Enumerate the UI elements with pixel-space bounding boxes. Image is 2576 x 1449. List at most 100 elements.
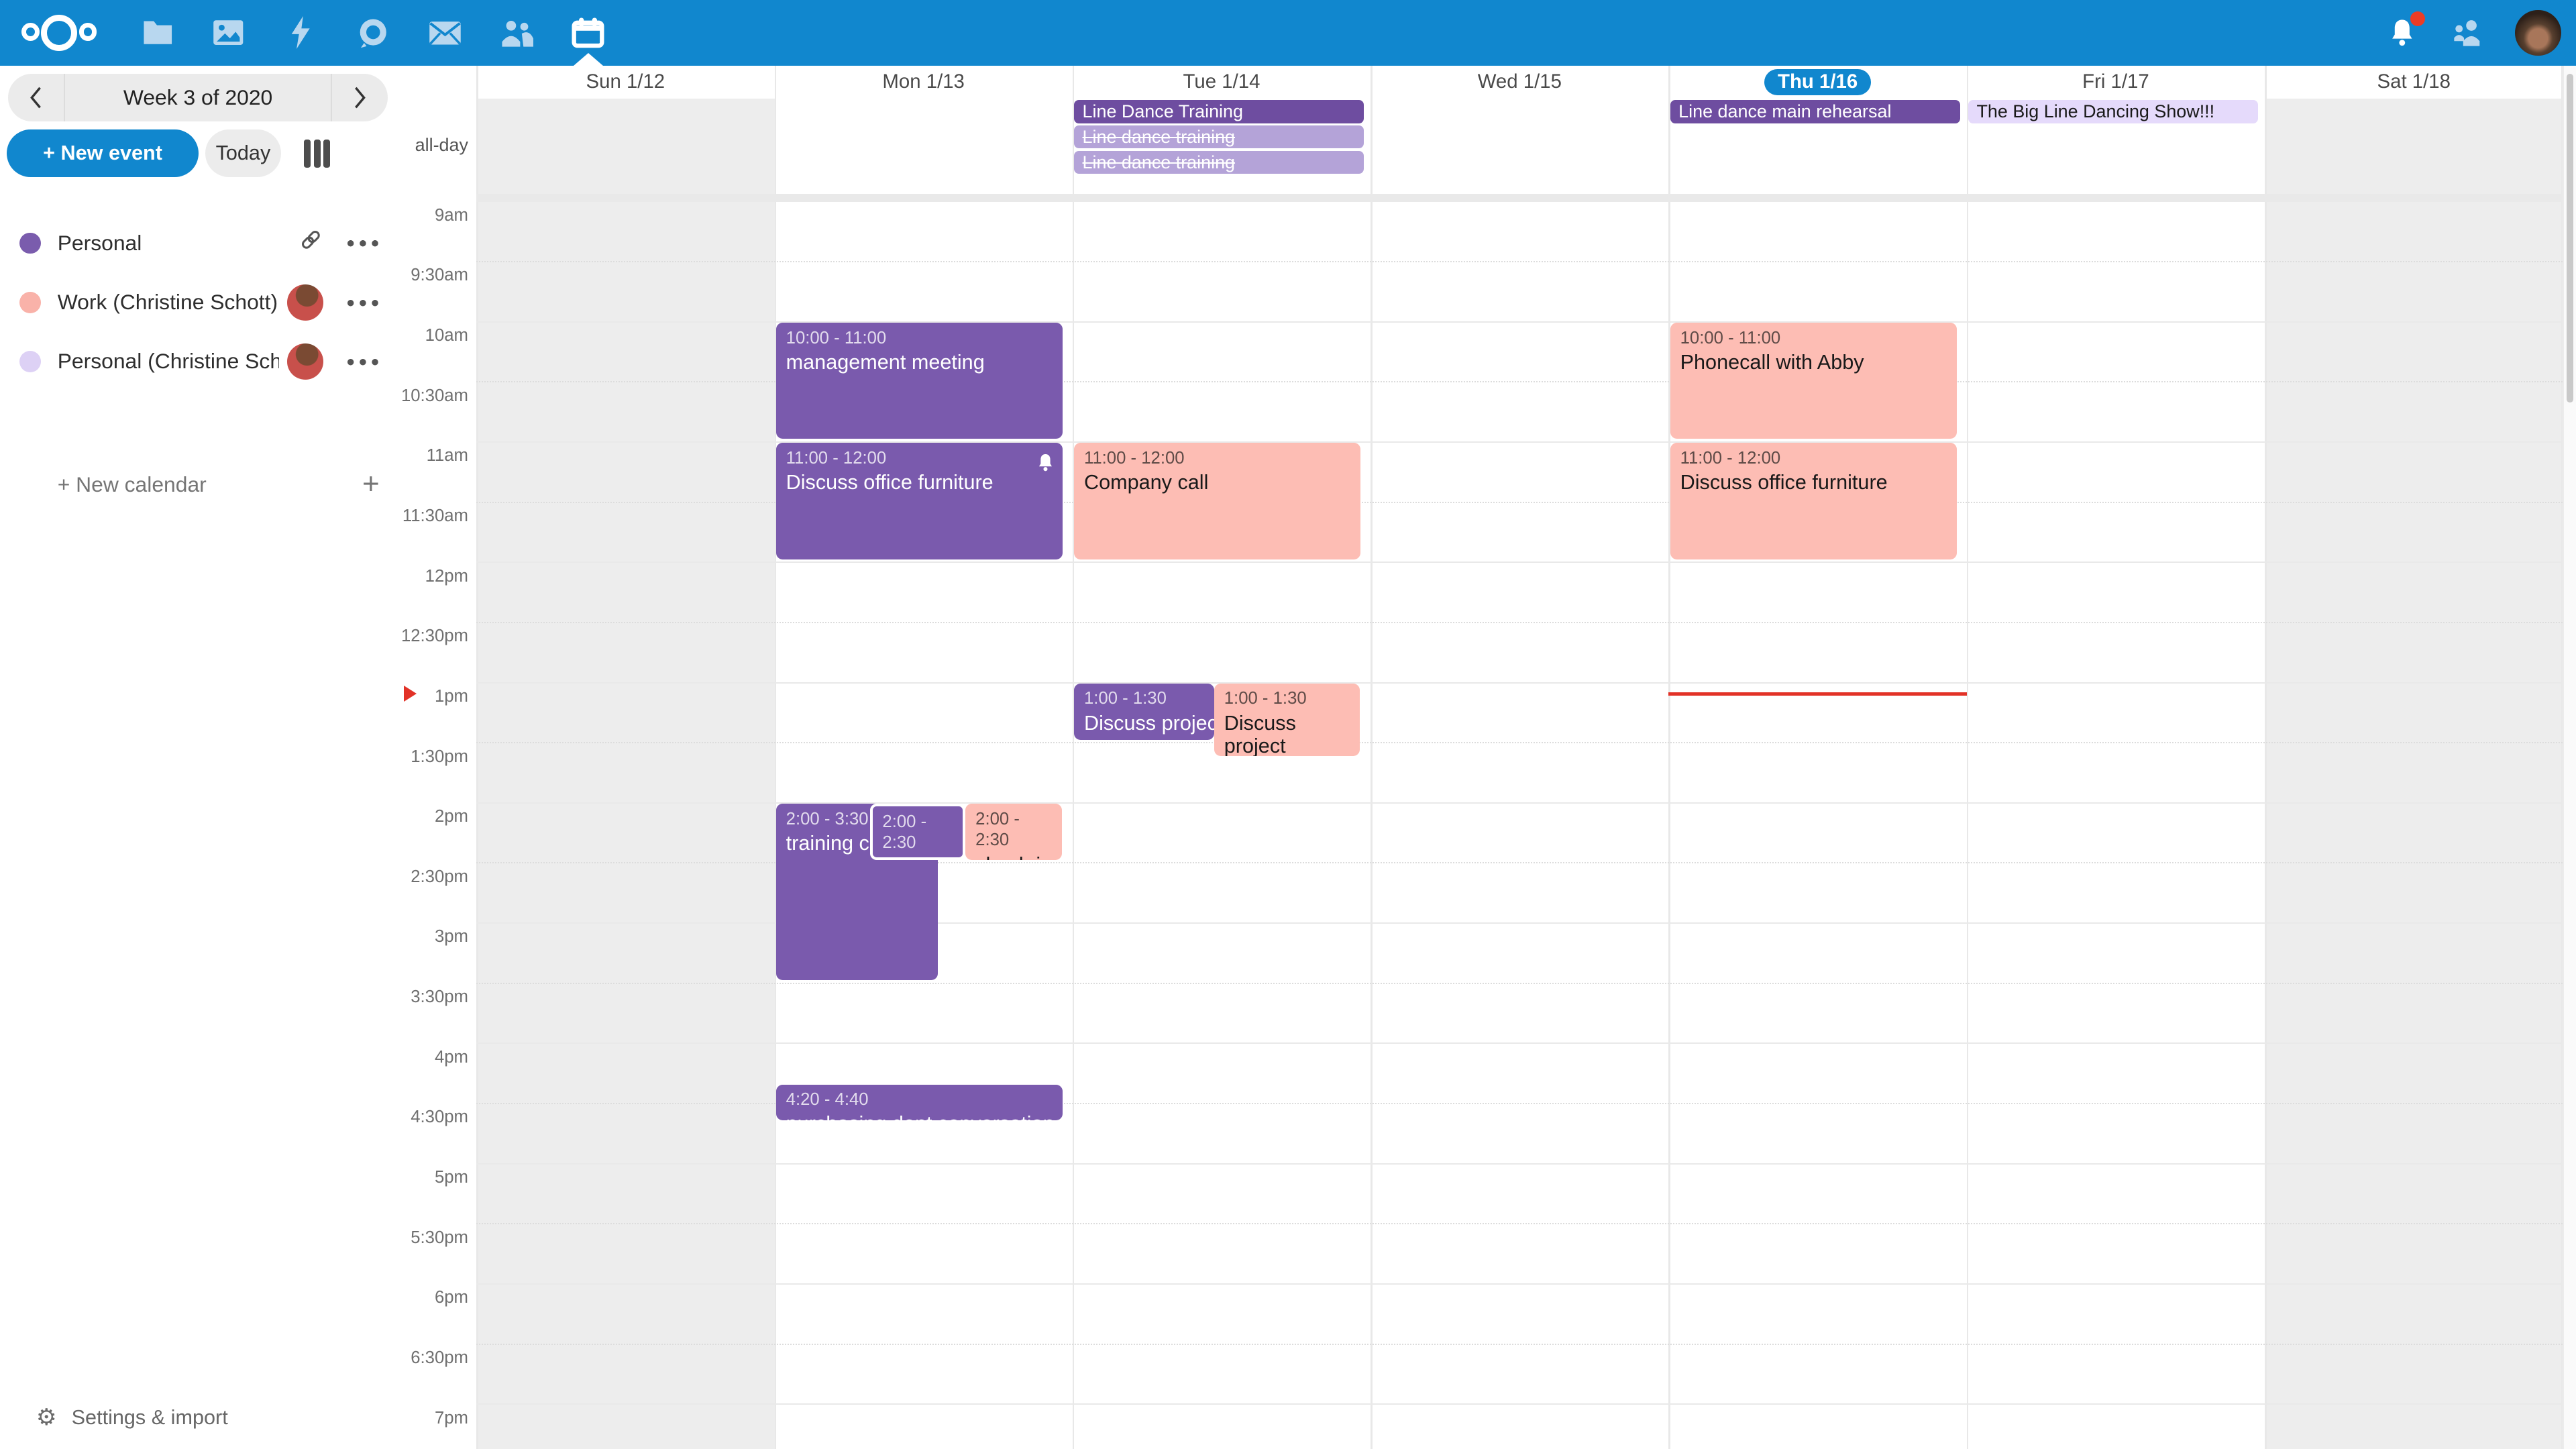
scrollbar-thumb[interactable] [2567,74,2573,402]
time-label: 2pm [434,807,468,826]
half-hour-gridline [476,381,2563,383]
calendar-item-actions: ●●● [286,343,383,380]
allday-event[interactable]: The Big Line Dancing Show!!! [1968,100,2259,123]
hour-gridline [476,1283,2563,1285]
reminder-bell-icon [1036,449,1055,479]
time-label: 9am [434,205,468,225]
week-label[interactable]: Week 3 of 2020 [123,85,273,110]
gear-icon: ⚙ [36,1405,57,1431]
weekend-column-shading [2265,98,2563,1449]
allday-event[interactable]: Line dance training [1074,125,1364,149]
event-block[interactable]: 11:00 - 12:00 Discuss office furniture [1670,443,1957,559]
nextcloud-logo-icon[interactable] [19,0,101,66]
allday-event[interactable]: Line Dance Training [1074,100,1364,123]
event-title: Phonecall with Abby [1680,350,1864,374]
half-hour-gridline [476,261,2563,262]
plus-icon: + [362,468,380,501]
current-time-line [1668,692,1967,696]
folder-icon [142,19,174,46]
day-header-tue[interactable]: Tue 1/14 [1073,66,1371,99]
calendar-name: Personal (Christine Scho… [57,349,280,374]
day-header-sun[interactable]: Sun 1/12 [476,66,774,99]
notifications-button[interactable] [2369,0,2434,66]
column-separator [476,65,478,1449]
day-header-mon[interactable]: Mon 1/13 [775,66,1073,99]
time-label: 4pm [434,1047,468,1067]
column-separator [774,65,776,1449]
more-dots-icon[interactable]: ●●● [346,352,383,370]
app-menu-item-files[interactable] [125,0,191,66]
allday-event[interactable]: Line dance main rehearsal [1670,100,1960,123]
logo-ring-right [78,23,97,42]
event-block[interactable]: 4:20 - 4:40 purchasing dept conversation [775,1084,1063,1121]
event-block[interactable]: 1:00 - 1:30 Discuss project announcement [1074,684,1215,740]
more-dots-icon[interactable]: ●●● [346,293,383,311]
app-menu-item-talk[interactable] [340,0,406,66]
day-header-thu[interactable]: Thu 1/16 [1668,66,1966,99]
time-label: 10:30am [402,386,468,405]
photos-icon [213,19,244,46]
hour-gridline [476,922,2563,924]
weekend-column-shading [476,98,775,1449]
day-header-wed[interactable]: Wed 1/15 [1371,66,1668,99]
day-header-fri[interactable]: Fri 1/17 [1967,66,2265,99]
new-calendar-button[interactable]: + New calendar + [0,455,402,514]
hour-gridline [476,1403,2563,1405]
time-label: 3:30pm [411,987,468,1007]
event-block[interactable]: 10:00 - 11:00 Phonecall with Abby [1670,323,1957,439]
event-block[interactable]: 2:00 - 2:30 check-in [869,804,966,860]
column-separator [2561,65,2563,1449]
logo-ring-left [21,23,40,42]
week-navigation: Week 3 of 2020 [8,74,388,122]
app-menu-item-photos[interactable] [195,0,261,66]
day-header-sat[interactable]: Sat 1/18 [2265,66,2563,99]
previous-week-button[interactable] [8,74,66,122]
app-menu-item-calendar[interactable] [555,0,621,66]
user-avatar [2515,9,2561,56]
more-dots-icon[interactable]: ●●● [346,234,383,252]
calendar-color-dot [19,291,42,313]
calendar-item-actions: ●●● [286,284,383,321]
day-header-label: Mon 1/13 [882,70,965,93]
new-event-button[interactable]: + New event [6,129,199,178]
user-menu-button[interactable] [2500,0,2576,66]
vertical-scrollbar[interactable] [2563,65,2576,1449]
column-separator [1966,65,1969,1449]
calendar-list-item[interactable]: Work (Christine Schott) ●●● [0,273,402,332]
calendar-list-item[interactable]: Personal (Christine Scho… ●●● [0,332,402,391]
app-menu-item-contacts[interactable] [484,0,550,66]
calendar-list-item[interactable]: Personal ●●● [0,213,402,272]
app-menu-item-mail[interactable] [413,0,478,66]
event-title: Discuss office furniture [786,471,994,494]
settings-import-button[interactable]: ⚙ Settings & import [0,1395,228,1441]
event-block[interactable]: 10:00 - 11:00 management meeting [775,323,1063,439]
calendar-name: Personal [57,230,142,255]
time-label: 7pm [434,1408,468,1428]
event-block[interactable]: 2:00 - 2:30 check-in [965,804,1063,860]
half-hour-gridline [476,1343,2563,1345]
event-block[interactable]: 1:00 - 1:30 Discuss project announcement [1214,684,1360,756]
calendar-item-actions: ●●● [299,227,383,259]
today-button[interactable]: Today [205,129,281,178]
calendar-name: Work (Christine Schott) [57,290,278,315]
column-separator [2265,65,2267,1449]
event-title: Discuss project announcement [1224,711,1296,756]
half-hour-gridline [476,621,2563,623]
event-title: management meeting [786,350,985,374]
all-day-label: all-day [415,134,468,155]
event-time: 2:00 - 2:30 [882,812,927,853]
columns-view-icon[interactable] [304,140,331,168]
app-menu-item-activity[interactable] [268,0,333,66]
time-label: 11:30am [402,506,468,525]
allday-event[interactable]: Line dance training [1074,150,1364,174]
contacts-menu-button[interactable] [2434,0,2500,66]
event-block[interactable]: 11:00 - 12:00 Discuss office furniture [775,443,1063,559]
next-week-button[interactable] [330,74,388,122]
link-icon[interactable] [299,227,323,259]
hour-gridline [476,441,2563,443]
event-block[interactable]: 11:00 - 12:00 Company call [1074,443,1361,559]
event-title: check-in [975,853,1052,860]
time-label: 3pm [434,927,468,947]
active-app-indicator [573,53,603,66]
